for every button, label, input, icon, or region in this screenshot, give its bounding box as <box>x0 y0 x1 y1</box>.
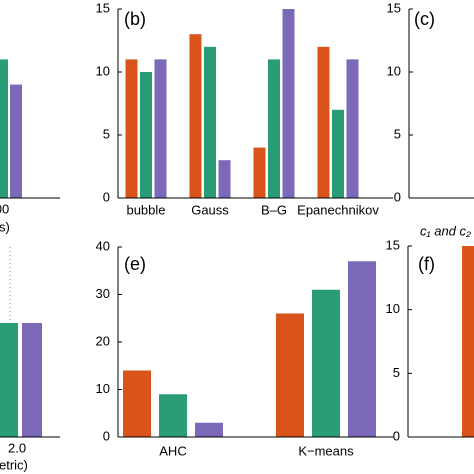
y-tick-label: 0 <box>103 189 110 204</box>
bar <box>348 261 376 437</box>
bar <box>218 160 231 198</box>
panel-label: (e) <box>124 254 146 274</box>
x-tick-label: bubble <box>126 202 165 217</box>
x-tick-label: K−means <box>298 443 354 458</box>
bar <box>159 394 187 437</box>
panel-label: (f) <box>418 254 435 274</box>
bar <box>123 370 151 437</box>
bar <box>0 323 18 437</box>
y-tick-label: 5 <box>394 126 401 141</box>
bar <box>462 246 474 437</box>
x-tick-label: AHC <box>159 443 186 458</box>
bar <box>195 422 223 437</box>
bar <box>125 59 138 199</box>
bar <box>204 46 216 198</box>
x-axis-label: c₁ and c₂ ( <box>420 223 474 238</box>
y-tick-label: 0 <box>394 189 401 204</box>
bar <box>140 72 152 198</box>
bar <box>10 84 22 198</box>
bar <box>22 323 42 437</box>
x-tick-label: Epanechnikov <box>297 202 379 217</box>
y-tick-label: 0 <box>393 428 400 443</box>
x-tick-label: 2.0 <box>8 440 26 455</box>
y-tick-label: 5 <box>103 126 110 141</box>
bar <box>189 34 202 199</box>
y-tick-label: 15 <box>386 237 400 252</box>
bar <box>154 59 167 199</box>
y-tick-label: 15 <box>96 0 110 15</box>
bar <box>312 289 340 437</box>
y-tick-label: 40 <box>96 238 110 253</box>
x-axis-label: etric) <box>0 457 28 472</box>
y-tick-label: 10 <box>96 381 110 396</box>
y-tick-label: 20 <box>96 333 110 348</box>
bar <box>317 46 330 198</box>
y-tick-label: 0 <box>103 428 110 443</box>
y-tick-label: 10 <box>96 63 110 78</box>
x-tick-label: B–G <box>261 202 287 217</box>
bar <box>253 147 266 198</box>
y-tick-label: 15 <box>387 0 401 15</box>
bar <box>282 9 295 198</box>
y-tick-label: 10 <box>387 63 401 78</box>
panel-label: (b) <box>124 9 146 29</box>
y-tick-label: 30 <box>96 286 110 301</box>
y-tick-label: 5 <box>393 365 400 380</box>
y-tick-label: 10 <box>386 301 400 316</box>
x-tick-label: 00 <box>0 201 9 216</box>
bar <box>346 59 359 199</box>
bar <box>332 109 344 198</box>
bar <box>276 313 304 437</box>
x-axis-label: s) <box>0 219 10 234</box>
bar <box>268 59 280 199</box>
bar <box>0 59 8 199</box>
panel-label: (c) <box>414 9 435 29</box>
x-tick-label: Gauss <box>191 202 229 217</box>
